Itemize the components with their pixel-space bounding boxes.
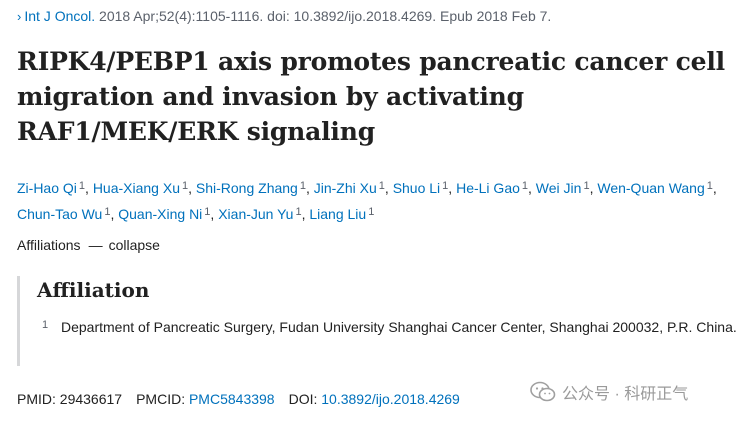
author-link[interactable]: Shuo Li bbox=[392, 180, 441, 196]
author-item: Shi-Rong Zhang 1, bbox=[195, 180, 314, 196]
collapse-label[interactable]: collapse bbox=[108, 237, 160, 253]
author-affiliation-number[interactable]: 1 bbox=[181, 180, 189, 192]
identifiers-line: PMID: 29436617 PMCID: PMC5843398 DOI: 10.3… bbox=[17, 391, 460, 407]
pmcid-link[interactable]: PMC5843398 bbox=[188, 391, 275, 407]
watermark: 公众号 · 科研正气 bbox=[530, 380, 688, 404]
author-link[interactable]: Hua-Xiang Xu bbox=[92, 180, 180, 196]
author-link[interactable]: Wen-Quan Wang bbox=[597, 180, 705, 196]
wechat-icon bbox=[530, 381, 556, 402]
pmid-label: PMID: bbox=[17, 391, 56, 407]
author-item: Xian-Jun Yu 1, bbox=[218, 206, 310, 222]
author-link[interactable]: Quan-Xing Ni bbox=[118, 206, 203, 222]
author-item: Zi-Hao Qi 1, bbox=[17, 180, 93, 196]
author-affiliation-number[interactable]: 1 bbox=[368, 206, 375, 218]
watermark-text: 公众号 · 科研正气 bbox=[562, 386, 689, 403]
author-item: Hua-Xiang Xu 1, bbox=[92, 180, 196, 196]
pmid-value: 29436617 bbox=[59, 391, 123, 407]
author-affiliation-number[interactable]: 1 bbox=[378, 180, 385, 192]
author-link[interactable]: Jin-Zhi Xu bbox=[313, 180, 377, 196]
author-item: Liang Liu 1 bbox=[309, 206, 374, 222]
doi-label: DOI: bbox=[288, 391, 318, 407]
authors-list: Zi-Hao Qi 1, Hua-Xiang Xu 1, Shi-Rong Zhan… bbox=[17, 174, 737, 226]
author-item: He-Li Gao 1, bbox=[456, 180, 536, 196]
author-item: Shuo Li 1, bbox=[392, 180, 457, 196]
author-link[interactable]: Shi-Rong Zhang bbox=[195, 180, 298, 196]
author-link[interactable]: Xian-Jun Yu bbox=[218, 206, 294, 222]
affiliation-number: 1 bbox=[42, 319, 49, 331]
author-affiliation-number[interactable]: 1 bbox=[204, 206, 211, 218]
pmcid-label: PMCID: bbox=[136, 391, 186, 407]
author-link[interactable]: Liang Liu bbox=[309, 206, 367, 222]
author-item: Jin-Zhi Xu 1, bbox=[313, 180, 393, 196]
citation-line: › Int J Oncol. 2018 Apr;52(4):1105-1116. … bbox=[17, 8, 551, 24]
author-link[interactable]: Chun-Tao Wu bbox=[17, 206, 103, 222]
author-item: Quan-Xing Ni 1, bbox=[118, 206, 219, 222]
author-link[interactable]: He-Li Gao bbox=[456, 180, 520, 196]
chevron-right-icon: › bbox=[17, 9, 22, 24]
collapse-dash-icon: — bbox=[88, 237, 103, 253]
journal-link[interactable]: Int J Oncol. bbox=[24, 8, 96, 24]
author-affiliation-number[interactable]: 1 bbox=[295, 206, 302, 218]
author-affiliation-number[interactable]: 1 bbox=[442, 180, 449, 192]
doi-link[interactable]: 10.3892/ijo.2018.4269 bbox=[321, 391, 460, 407]
author-affiliation-number[interactable]: 1 bbox=[299, 180, 306, 192]
affiliations-label: Affiliations bbox=[17, 237, 81, 253]
affiliation-section: Affiliation 1 Department of Pancreatic S… bbox=[17, 276, 738, 366]
author-affiliation-number[interactable]: 1 bbox=[583, 180, 590, 192]
author-item: Chun-Tao Wu 1, bbox=[17, 206, 119, 222]
author-affiliation-number[interactable]: 1 bbox=[78, 180, 86, 192]
author-affiliation-number[interactable]: 1 bbox=[104, 206, 111, 218]
affiliations-toggle[interactable]: Affiliations — collapse bbox=[17, 237, 160, 253]
author-link[interactable]: Wei Jin bbox=[535, 180, 582, 196]
author-item: Wen-Quan Wang 1, bbox=[597, 180, 717, 196]
author-affiliation-number[interactable]: 1 bbox=[706, 180, 713, 192]
affiliation-text: Department of Pancreatic Surgery, Fudan … bbox=[61, 319, 737, 335]
author-item: Wei Jin 1, bbox=[535, 180, 598, 196]
article-title: RIPK4/PEBP1 axis promotes pancreatic can… bbox=[17, 47, 725, 146]
author-affiliation-number[interactable]: 1 bbox=[521, 180, 529, 192]
author-link[interactable]: Zi-Hao Qi bbox=[17, 180, 77, 196]
citation-details: 2018 Apr;52(4):1105-1116. doi: 10.3892/i… bbox=[99, 8, 552, 24]
affiliation-heading: Affiliation bbox=[37, 278, 150, 302]
